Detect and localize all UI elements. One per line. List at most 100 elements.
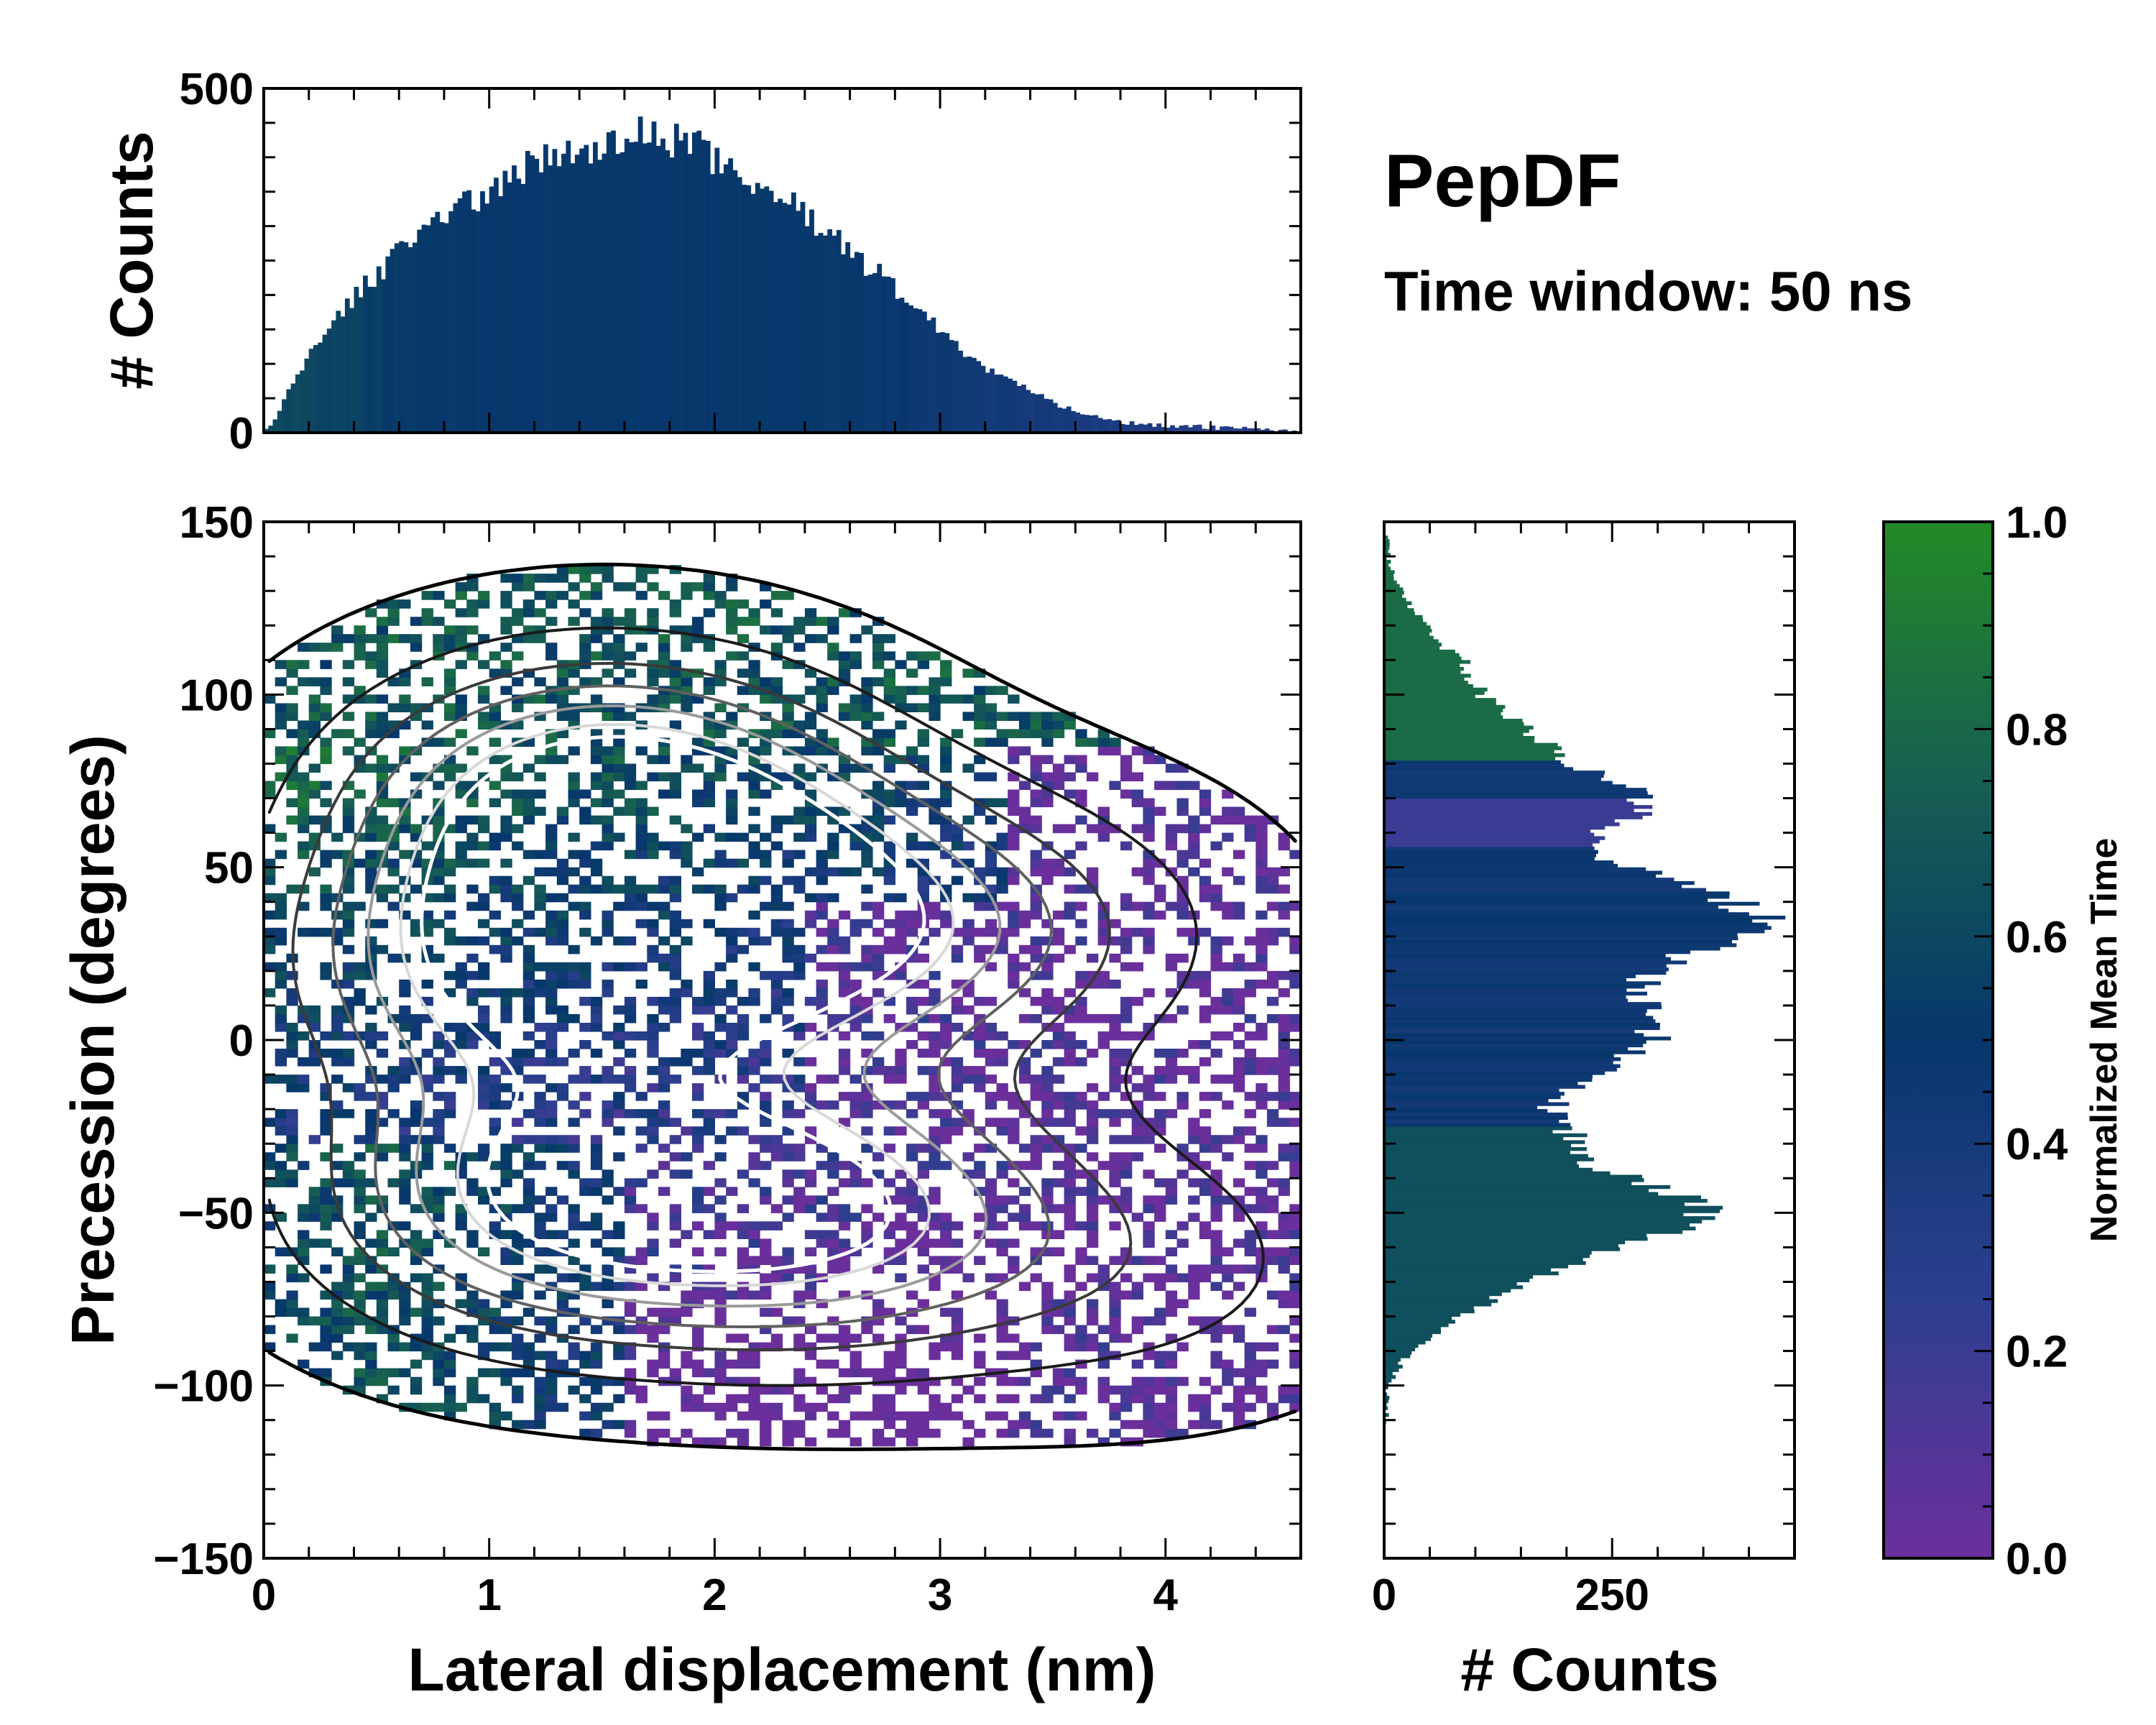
heatmap-cell (883, 686, 895, 695)
heatmap-cell (365, 1325, 377, 1335)
heatmap-cell (692, 1126, 704, 1136)
heatmap-cell (399, 746, 411, 755)
heatmap-cell (613, 1023, 625, 1032)
heatmap-cell (1188, 850, 1200, 860)
heatmap-cell (692, 582, 704, 592)
heatmap-cell (1165, 1299, 1178, 1309)
top-histogram-bar (1034, 394, 1040, 433)
heatmap-cell (320, 755, 332, 765)
heatmap-cell (906, 996, 918, 1006)
heatmap-cell (478, 1152, 490, 1162)
heatmap-cell (466, 1325, 479, 1335)
heatmap-cell (365, 919, 377, 929)
right-histogram-bar (1384, 1157, 1595, 1162)
right-histogram-bar (1384, 729, 1529, 733)
heatmap-cell (613, 737, 625, 747)
heatmap-cell (929, 1342, 941, 1352)
heatmap-cell (308, 1342, 321, 1352)
heatmap-cell (320, 970, 332, 980)
heatmap-cell (421, 591, 433, 600)
heatmap-cell (793, 927, 806, 937)
heatmap-cell (275, 1161, 287, 1170)
heatmap-cell (568, 1385, 580, 1395)
heatmap-cell (500, 875, 512, 886)
heatmap-cell (1256, 1100, 1268, 1110)
heatmap-cell (579, 815, 591, 825)
right-histogram-bar (1384, 1161, 1577, 1165)
heatmap-cell (1256, 936, 1268, 946)
heatmap-cell (1165, 1049, 1178, 1058)
heatmap-cell (545, 1005, 558, 1015)
heatmap-cell (692, 1359, 704, 1369)
heatmap-cell (1030, 1342, 1042, 1352)
heatmap-cell (883, 737, 895, 747)
heatmap-cell (556, 591, 569, 600)
heatmap-cell (760, 746, 772, 755)
heatmap-cell (1131, 996, 1143, 1006)
heatmap-cell (298, 1359, 310, 1369)
heatmap-cell (568, 979, 580, 989)
heatmap-cell (895, 1238, 907, 1248)
heatmap-cell (308, 694, 321, 704)
heatmap-cell (1244, 1351, 1256, 1361)
top-histogram-bar (381, 279, 386, 433)
heatmap-cell (1278, 1230, 1290, 1239)
heatmap-cell (1018, 988, 1031, 998)
heatmap-cell (1256, 1195, 1268, 1205)
heatmap-cell (331, 634, 344, 643)
heatmap-cell (512, 1256, 524, 1265)
heatmap-cell (793, 1075, 806, 1084)
heatmap-cell (1087, 1204, 1099, 1213)
heatmap-cell (421, 841, 433, 851)
heatmap-cell (883, 755, 895, 765)
right-histogram-ticks (1383, 520, 1796, 1560)
top-histogram-bar (385, 256, 391, 433)
heatmap-cell (1120, 763, 1133, 773)
right-histogram-bar (1384, 1016, 1654, 1020)
right-histogram-bar (1384, 805, 1653, 809)
heatmap-cell (545, 1031, 558, 1041)
heatmap-cell (489, 651, 501, 661)
y-tick-label: 0 (229, 1016, 254, 1066)
heatmap-cell (534, 1316, 546, 1326)
heatmap-cell (1018, 1420, 1031, 1430)
heatmap-cell (455, 979, 467, 989)
heatmap-cell (985, 737, 998, 747)
heatmap-cell (793, 1394, 806, 1404)
heatmap-cell (940, 677, 952, 686)
heatmap-cell (1176, 910, 1189, 920)
heatmap-cell (1278, 1152, 1290, 1162)
right-histogram-bar (1384, 850, 1598, 854)
heatmap-cell (1176, 1221, 1189, 1230)
heatmap-cell (635, 798, 648, 808)
top-histogram-bar (796, 211, 801, 433)
heatmap-cell (1222, 988, 1234, 998)
heatmap-cell (929, 712, 941, 721)
right-histogram-bar (1384, 974, 1636, 978)
heatmap-cell (1030, 1359, 1042, 1369)
heatmap-cell (1199, 893, 1212, 903)
heatmap-cell (264, 789, 276, 799)
heatmap-cell (478, 1144, 490, 1153)
heatmap-cell (681, 1402, 693, 1412)
heatmap-cell (455, 824, 467, 834)
heatmap-cell (1041, 1083, 1054, 1092)
heatmap-cell (1097, 737, 1110, 747)
heatmap-cell (556, 1092, 569, 1101)
heatmap-cell (895, 1169, 907, 1179)
heatmap-cell (1289, 936, 1301, 946)
heatmap-cell (793, 625, 806, 635)
heatmap-cell (748, 677, 760, 686)
heatmap-cell (433, 1204, 445, 1213)
heatmap-cell (996, 1195, 1008, 1205)
heatmap-cell (782, 1213, 794, 1222)
heatmap-cell (1064, 901, 1076, 911)
heatmap-cell (1030, 1152, 1042, 1162)
heatmap-cell (681, 1230, 693, 1239)
heatmap-cell (816, 850, 828, 860)
heatmap-cell (760, 1238, 772, 1248)
heatmap-cell (895, 910, 907, 920)
heatmap-cell (545, 694, 558, 704)
heatmap-cell (489, 1368, 501, 1378)
heatmap-cell (804, 1411, 817, 1421)
